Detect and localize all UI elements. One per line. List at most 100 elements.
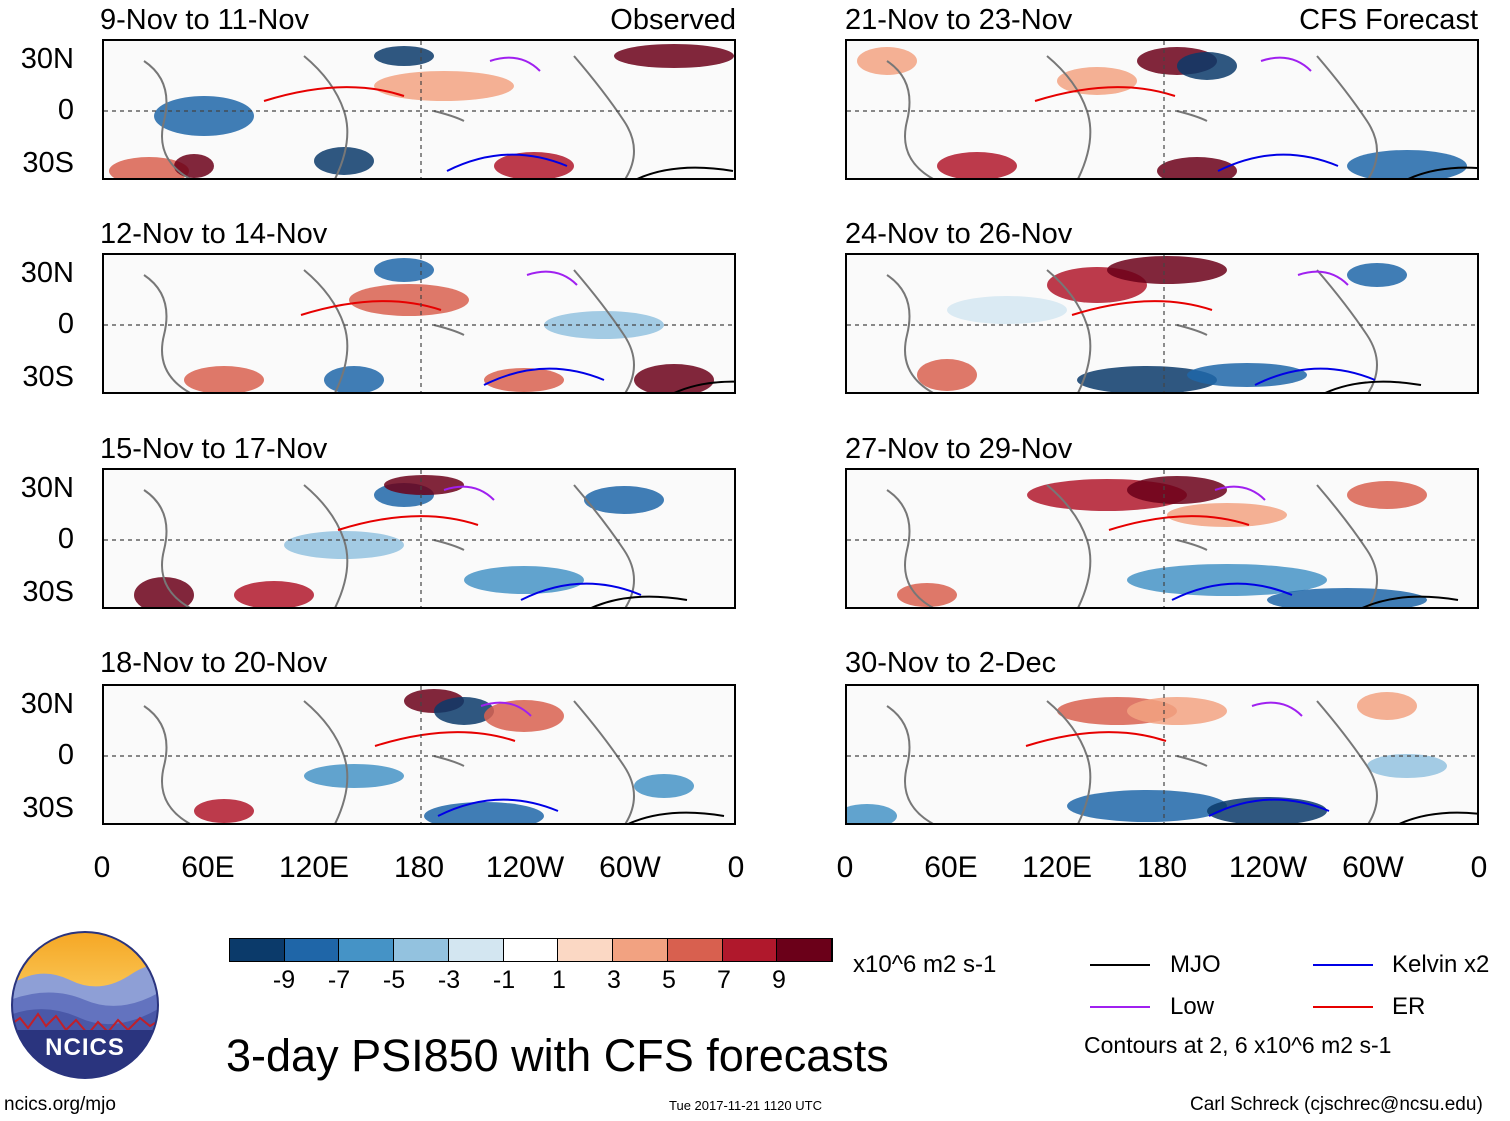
psi850-map — [847, 686, 1477, 823]
psi-anomaly-blob — [1187, 363, 1307, 387]
psi850-map — [104, 470, 734, 607]
lon-label: 120E — [278, 851, 350, 884]
psi-anomaly-blob — [614, 44, 734, 68]
colorbar-tick: -9 — [272, 966, 296, 994]
psi850-map — [104, 255, 734, 392]
lon-label: 180 — [1136, 851, 1188, 884]
coastline — [886, 705, 934, 823]
footer-url[interactable]: ncics.org/mjo — [4, 1094, 116, 1115]
psi-anomaly-blob — [194, 799, 254, 823]
wave-contour — [1034, 86, 1176, 102]
coastline — [1316, 55, 1378, 178]
psi-anomaly-blob — [374, 71, 514, 101]
panel-title: 24-Nov to 26-Nov — [845, 218, 1073, 250]
coastline — [143, 705, 191, 823]
map-panel — [845, 39, 1479, 180]
lat-label: 30S — [22, 792, 74, 824]
wave-contour — [374, 731, 516, 747]
wave-contour — [443, 485, 495, 501]
lon-label: 0 — [727, 851, 745, 884]
psi-anomaly-blob — [1347, 263, 1407, 287]
lon-label: 60W — [599, 851, 661, 884]
psi-anomaly-blob — [494, 152, 574, 178]
psi-anomaly-blob — [109, 157, 189, 178]
map-panel — [102, 684, 736, 825]
wave-contour — [628, 811, 725, 823]
colorbar-cell — [613, 939, 668, 961]
lat-label: 30S — [22, 147, 74, 179]
psi850-map — [847, 470, 1477, 607]
wave-contour — [637, 166, 734, 178]
colorbar-cell — [284, 939, 340, 961]
wave-contour — [674, 380, 734, 392]
wave-contour — [446, 153, 568, 172]
legend-line-low — [1090, 1006, 1150, 1008]
contours-note: Contours at 2, 6 x10^6 m2 s-1 — [1084, 1032, 1392, 1058]
psi-anomaly-blob — [374, 258, 434, 282]
psi-anomaly-blob — [1157, 157, 1237, 178]
psi-anomaly-blob — [234, 581, 314, 607]
colorbar-cell — [722, 939, 778, 961]
coastline — [573, 55, 635, 178]
psi-anomaly-blob — [937, 152, 1017, 178]
psi-anomaly-blob — [1267, 588, 1427, 607]
psi850-map — [847, 41, 1477, 178]
psi-anomaly-blob — [634, 774, 694, 798]
coastline — [143, 489, 191, 607]
psi-anomaly-blob — [947, 296, 1067, 324]
wave-contour — [337, 515, 479, 531]
wave-contour — [1108, 515, 1250, 531]
colorbar-tick: -7 — [327, 966, 351, 994]
wave-contour — [1297, 270, 1349, 286]
psi-anomaly-blob — [1127, 697, 1227, 725]
colorbar-cell — [339, 939, 395, 961]
wave-contour — [1171, 582, 1293, 601]
lat-label: 30N — [20, 43, 74, 75]
wave-contour — [591, 595, 688, 607]
wave-contour — [1208, 798, 1330, 817]
colorbar-tick: 9 — [772, 966, 786, 994]
lat-label: 30N — [20, 688, 74, 720]
wave-contour — [483, 367, 605, 386]
coastline — [573, 269, 635, 392]
panel-title: 27-Nov to 29-Nov — [845, 433, 1073, 465]
coastline — [886, 489, 934, 607]
coastline — [573, 700, 635, 823]
logo-text: NCICS — [45, 1034, 125, 1061]
coastline — [433, 755, 465, 767]
psi-anomaly-blob — [1107, 256, 1227, 284]
legend-line-mjo — [1090, 964, 1150, 966]
lon-label: 60E — [181, 851, 235, 884]
psi-anomaly-blob — [464, 566, 584, 594]
coastline — [886, 60, 934, 178]
psi-anomaly-blob — [154, 96, 254, 136]
wave-contour — [1071, 300, 1213, 316]
coastline — [143, 274, 191, 392]
map-panel — [102, 39, 736, 180]
panel-title: 15-Nov to 17-Nov — [100, 433, 328, 465]
panel-title: 12-Nov to 14-Nov — [100, 218, 328, 250]
psi-anomaly-blob — [1177, 52, 1237, 80]
footer-timestamp: Tue 2017-11-21 1120 UTC — [669, 1098, 822, 1113]
panel-title: 21-Nov to 23-Nov — [845, 4, 1073, 36]
observed-tag: Observed — [610, 4, 736, 36]
lat-label: 30S — [22, 576, 74, 608]
psi-anomaly-blob — [917, 359, 977, 391]
psi-anomaly-blob — [384, 475, 464, 495]
colorbar-cell — [558, 939, 614, 961]
lon-label: 120W — [485, 851, 565, 884]
footer-author: Carl Schreck (cjschrec@ncsu.edu) — [1190, 1094, 1483, 1115]
psi850-map — [104, 41, 734, 178]
wave-contour — [520, 582, 642, 601]
colorbar — [229, 938, 833, 962]
ncics-logo: NCICS — [10, 930, 160, 1080]
colorbar-tick: 1 — [552, 966, 566, 994]
wave-contour — [1254, 367, 1376, 386]
wave-contour — [1251, 701, 1303, 717]
lon-label: 120E — [1021, 851, 1093, 884]
wave-contour — [1362, 595, 1459, 607]
psi-anomaly-blob — [1167, 503, 1287, 527]
psi-anomaly-blob — [1207, 797, 1327, 823]
psi-anomaly-blob — [847, 804, 897, 823]
coastline — [1316, 484, 1378, 607]
